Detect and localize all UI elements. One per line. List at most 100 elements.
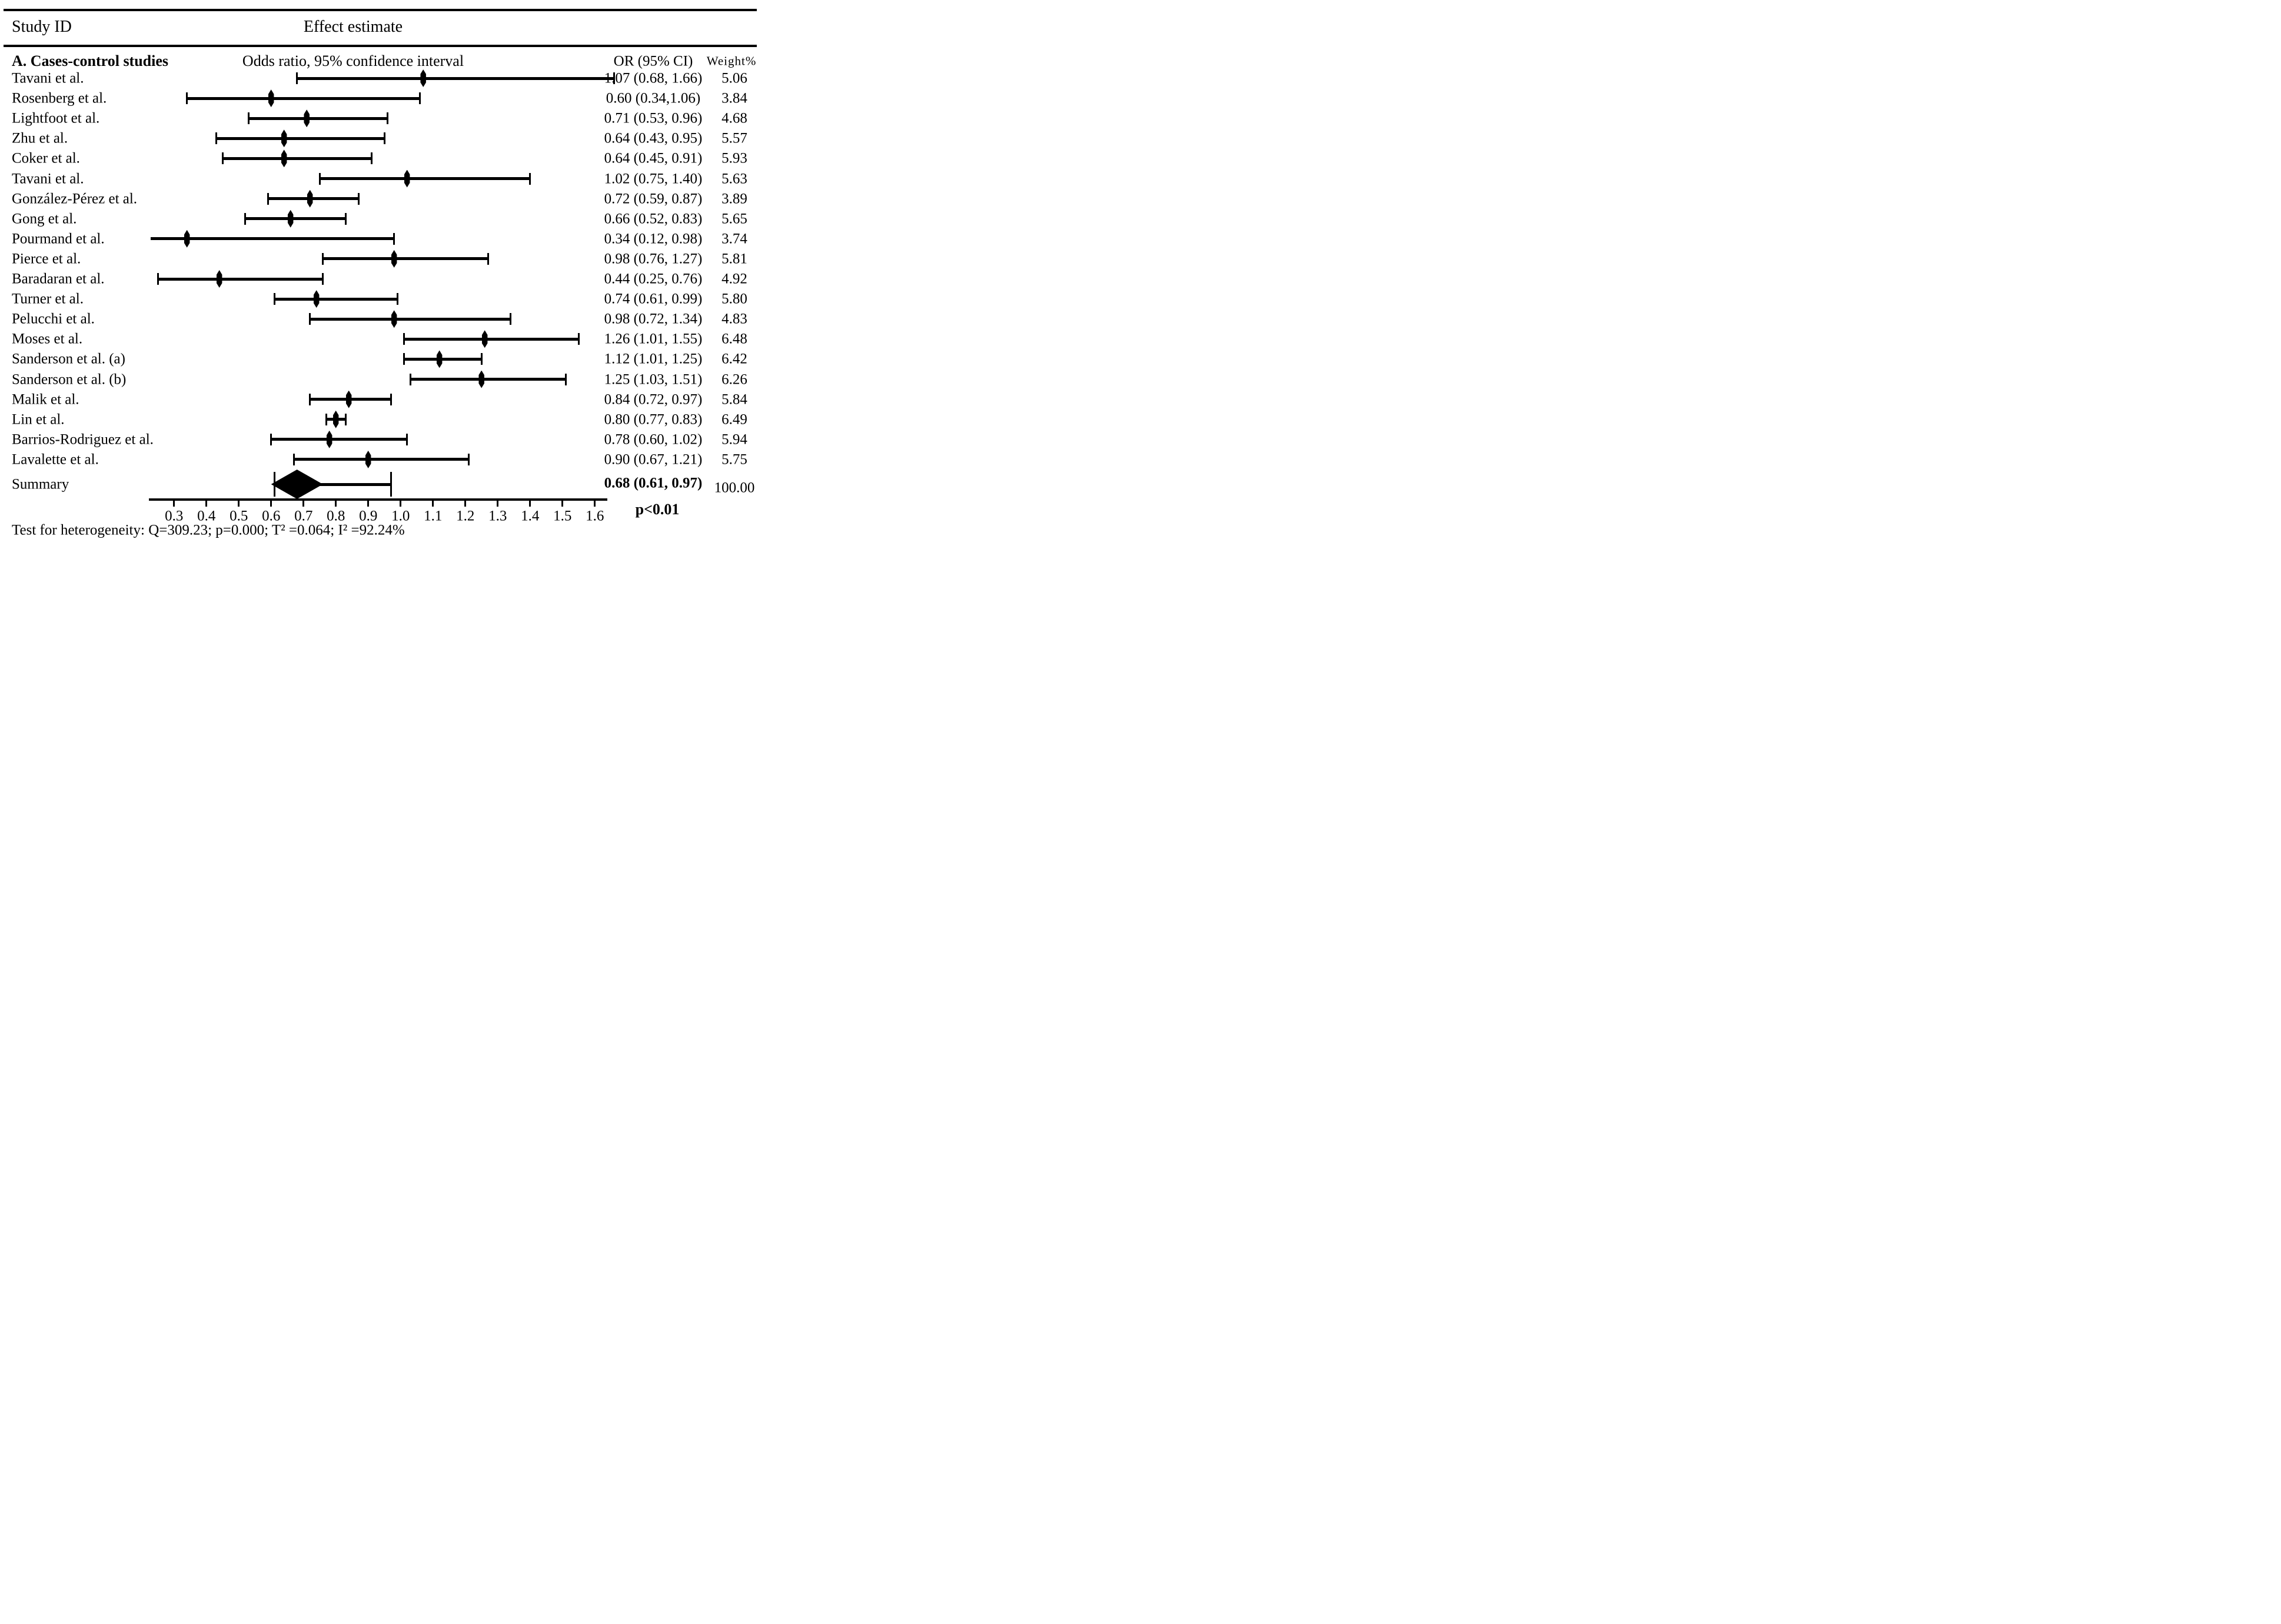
ci-cap-high <box>390 393 392 405</box>
or-column-header: OR (95% CI) <box>613 53 693 69</box>
ci-cap-high <box>344 413 347 425</box>
study-label: Lavalette et al. <box>12 451 99 468</box>
or-ci-value: 0.74 (0.61, 0.99) <box>604 291 703 307</box>
ci-cap-high <box>467 453 470 465</box>
or-point-marker <box>287 209 294 228</box>
or-point-marker <box>420 69 426 87</box>
or-point-marker <box>184 229 190 248</box>
x-axis-tick <box>400 500 402 507</box>
ci-cap-high <box>344 212 347 225</box>
weight-value: 3.74 <box>721 231 747 247</box>
weight-value: 5.57 <box>721 130 747 147</box>
x-axis-tick <box>561 500 564 507</box>
weight-value: 5.75 <box>721 451 747 468</box>
x-axis-tick-label: 0.9 <box>359 508 378 524</box>
ci-line <box>297 76 614 80</box>
ci-cap-high <box>564 373 567 385</box>
weight-value: 3.84 <box>721 90 747 107</box>
ci-cap-high <box>393 232 395 245</box>
ci-cap-low <box>292 453 295 465</box>
ci-cap-high <box>370 152 373 165</box>
ci-line <box>245 217 346 221</box>
x-axis-tick <box>594 500 596 507</box>
ci-line <box>187 96 420 100</box>
study-label: Pierce et al. <box>12 251 81 267</box>
x-axis-tick <box>270 500 272 507</box>
x-axis-tick-label: 0.4 <box>197 508 216 524</box>
summary-or-value: 0.68 (0.61, 0.97) <box>604 475 703 491</box>
or-ci-value: 0.80 (0.77, 0.83) <box>604 411 703 428</box>
ci-cap-high <box>387 112 389 125</box>
x-axis-tick-label: 1.6 <box>586 508 604 524</box>
x-axis-tick-label: 0.8 <box>327 508 345 524</box>
or-point-marker <box>313 290 320 308</box>
or-ci-value: 0.71 (0.53, 0.96) <box>604 110 703 127</box>
ci-cap-high <box>406 433 408 445</box>
ci-cap-high <box>529 172 531 185</box>
or-point-marker <box>391 310 397 328</box>
or-point-marker <box>391 249 397 268</box>
ci-cap-high <box>357 192 360 205</box>
ci-cap-low <box>244 212 247 225</box>
x-axis-tick-label: 1.2 <box>456 508 475 524</box>
top-rule <box>4 9 757 11</box>
x-axis-tick-label: 0.7 <box>294 508 313 524</box>
study-label: Coker et al. <box>12 150 80 167</box>
or-ci-value: 0.60 (0.34,1.06) <box>606 90 701 107</box>
ci-cap-high <box>322 273 324 285</box>
heterogeneity-note: Test for heterogeneity: Q=309.23; p=0.00… <box>12 522 405 538</box>
weight-value: 4.92 <box>721 271 747 287</box>
x-axis-tick <box>335 500 337 507</box>
axis-title: Odds ratio, 95% confidence interval <box>242 52 464 69</box>
weight-value: 5.80 <box>721 291 747 307</box>
ci-line <box>158 277 323 281</box>
x-axis-tick-label: 1.3 <box>488 508 507 524</box>
ci-cap-low <box>403 353 405 365</box>
or-point-marker <box>345 390 352 408</box>
x-axis-tick <box>238 500 240 507</box>
ci-line <box>271 438 407 441</box>
study-label: Sanderson et al. (a) <box>12 351 125 367</box>
or-ci-value: 0.64 (0.45, 0.91) <box>604 150 703 167</box>
weight-column-header: Weight% <box>706 54 757 68</box>
or-ci-value: 1.12 (1.01, 1.25) <box>604 351 703 367</box>
or-ci-value: 0.64 (0.43, 0.95) <box>604 130 703 147</box>
or-ci-value: 0.66 (0.52, 0.83) <box>604 211 703 227</box>
or-ci-value: 0.98 (0.76, 1.27) <box>604 251 703 267</box>
ci-line <box>274 297 398 301</box>
header-rule <box>4 45 757 47</box>
section-title: A. Cases-control studies <box>12 52 169 69</box>
ci-cap-high <box>487 252 489 265</box>
or-ci-value: 1.25 (1.03, 1.51) <box>604 371 703 387</box>
weight-value: 5.84 <box>721 391 747 408</box>
summary-weight-value: 100.00 <box>714 480 755 496</box>
ci-cap-low <box>296 72 298 84</box>
ci-line <box>248 117 388 120</box>
ci-line <box>320 177 530 180</box>
or-point-marker <box>281 149 287 168</box>
ci-cap-high <box>510 313 512 325</box>
study-label: Moses et al. <box>12 331 83 347</box>
x-axis-tick <box>367 500 370 507</box>
ci-line <box>404 357 482 361</box>
x-axis-tick-label: 1.0 <box>391 508 410 524</box>
ci-cap-low <box>215 132 217 145</box>
weight-value: 5.65 <box>721 211 747 227</box>
ci-line <box>310 317 511 321</box>
ci-cap-low <box>309 393 311 405</box>
ci-line <box>322 257 488 261</box>
x-axis-tick-label: 1.4 <box>521 508 540 524</box>
or-point-marker <box>281 129 287 148</box>
or-ci-value: 0.72 (0.59, 0.87) <box>604 191 703 207</box>
or-point-marker <box>307 189 313 208</box>
study-label: Baradaran et al. <box>12 271 105 287</box>
study-label: Gong et al. <box>12 211 77 227</box>
ci-cap-low <box>318 172 321 185</box>
x-axis-tick <box>464 500 467 507</box>
ci-cap-high <box>419 92 421 105</box>
x-axis-tick <box>432 500 434 507</box>
ci-cap-low <box>221 152 224 165</box>
weight-value: 3.89 <box>721 191 747 207</box>
or-point-marker <box>332 410 339 428</box>
ci-cap-low <box>267 192 269 205</box>
